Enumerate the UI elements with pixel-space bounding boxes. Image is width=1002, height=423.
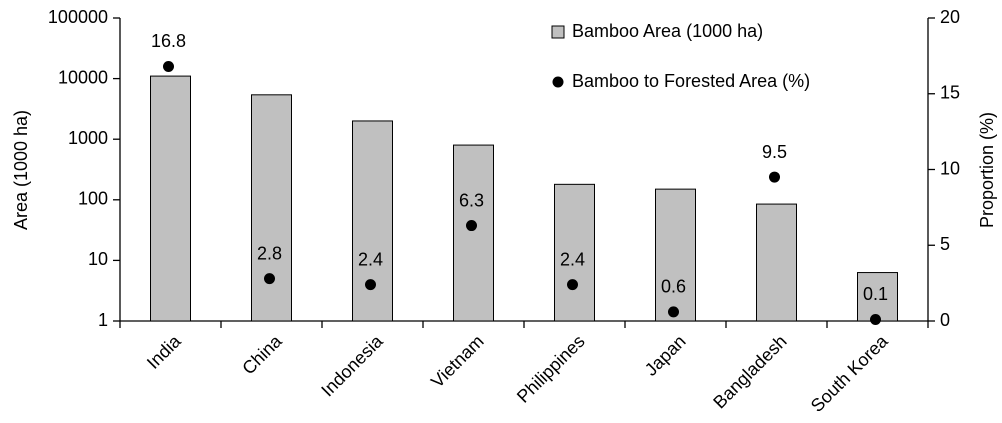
y-tick-label: 10 — [88, 249, 108, 269]
dot — [870, 313, 881, 325]
x-tick-label: Philippines — [513, 331, 589, 407]
bar — [352, 120, 393, 322]
x-tick-label: Bangladesh — [709, 331, 790, 412]
x-tick-label: Indonesia — [317, 330, 387, 400]
data-label: 0.6 — [661, 277, 686, 297]
dot — [163, 60, 174, 72]
y2-tick-label: 20 — [940, 7, 960, 27]
y-tick-label: 10000 — [58, 67, 108, 87]
data-label: 16.8 — [151, 31, 186, 51]
data-label: 0.1 — [863, 284, 888, 304]
bar — [857, 272, 898, 322]
legend-swatch — [551, 25, 565, 39]
y2-tick-label: 0 — [940, 310, 950, 330]
x-tick-label: India — [143, 330, 185, 372]
legend-swatch — [552, 76, 564, 88]
dot — [264, 273, 275, 285]
dot — [466, 220, 477, 232]
x-tick-label: China — [238, 330, 286, 378]
bar — [655, 188, 696, 322]
legend-label: Bamboo Area (1000 ha) — [572, 21, 763, 41]
legend-label: Bamboo to Forested Area (%) — [572, 71, 810, 91]
y-tick-label: 100 — [78, 189, 108, 209]
x-tick-label: South Korea — [807, 330, 893, 416]
dot — [769, 171, 780, 183]
x-tick-label: Vietnam — [427, 331, 488, 392]
data-label: 2.4 — [560, 249, 585, 269]
bar — [453, 144, 494, 322]
bar — [150, 75, 191, 322]
x-tick-label: Japan — [641, 331, 690, 380]
bar — [251, 94, 292, 322]
y2-axis-title: Proportion (%) — [977, 112, 997, 228]
y2-tick-label: 10 — [940, 158, 960, 178]
dot — [668, 306, 679, 318]
bar — [554, 183, 595, 322]
data-label: 2.4 — [358, 249, 383, 269]
y-tick-label: 1 — [98, 310, 108, 330]
y-tick-label: 100000 — [48, 7, 108, 27]
y-axis-title: Area (1000 ha) — [11, 110, 31, 230]
data-label: 6.3 — [459, 190, 484, 210]
data-label: 9.5 — [762, 142, 787, 162]
dot — [365, 279, 376, 291]
y2-tick-label: 5 — [940, 234, 950, 254]
bar — [756, 203, 797, 322]
data-label: 2.8 — [257, 243, 282, 263]
dot — [567, 279, 578, 291]
y-tick-label: 1000 — [68, 128, 108, 148]
y2-tick-label: 15 — [940, 83, 960, 103]
